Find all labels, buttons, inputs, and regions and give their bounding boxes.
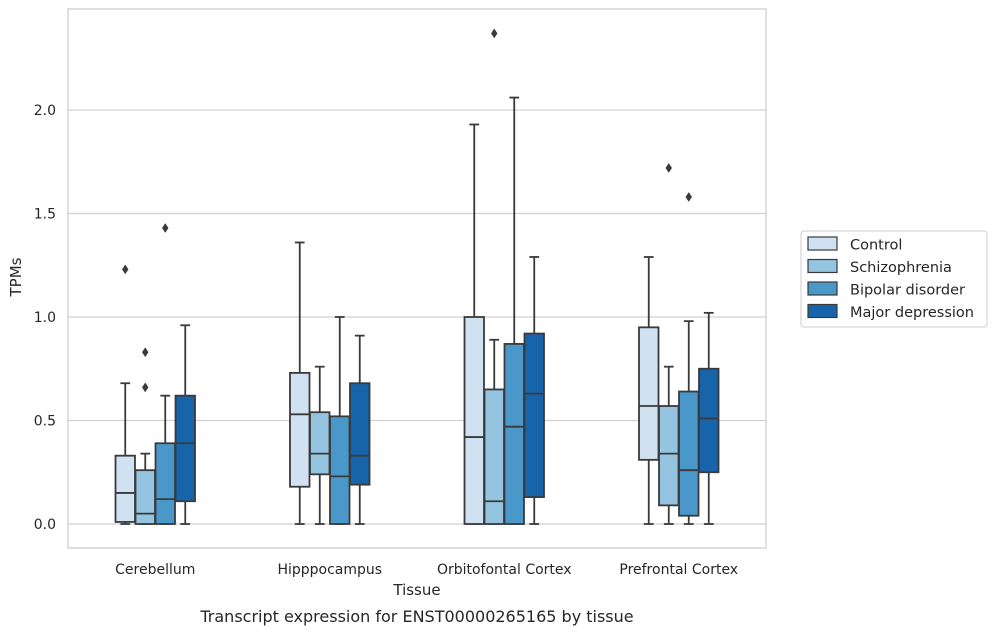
outlier-point bbox=[142, 382, 149, 393]
y-axis-label: TPMs bbox=[7, 257, 25, 297]
y-tick-label: 0.0 bbox=[34, 517, 56, 533]
x-tick-label: Prefrontal Cortex bbox=[619, 562, 738, 578]
x-tick-label: Cerebellum bbox=[115, 562, 195, 578]
box-bipolar-disorder bbox=[154, 223, 176, 525]
plot-frame bbox=[67, 8, 767, 549]
box-body bbox=[483, 388, 505, 525]
x-axis-label: Tissue bbox=[392, 581, 440, 599]
legend: Control Schizophrenia Bipolar disorder Majo… bbox=[800, 230, 988, 328]
legend-frame bbox=[800, 230, 988, 328]
legend-swatch bbox=[807, 281, 838, 296]
box-body bbox=[523, 332, 545, 498]
box-body bbox=[503, 343, 525, 525]
box-control bbox=[638, 256, 660, 525]
box-body bbox=[134, 469, 156, 525]
box-body bbox=[698, 367, 720, 474]
box-bipolar-disorder bbox=[678, 191, 700, 525]
box-body bbox=[678, 390, 700, 517]
box-body bbox=[658, 405, 680, 507]
y-tick-label: 1.5 bbox=[34, 207, 56, 223]
box-body bbox=[289, 371, 311, 488]
box-body bbox=[114, 454, 136, 523]
box-body bbox=[349, 382, 371, 486]
box-control bbox=[289, 241, 311, 525]
legend-label: Bipolar disorder bbox=[850, 283, 965, 299]
box-schizophrenia bbox=[309, 365, 331, 525]
box-body bbox=[154, 442, 176, 525]
x-tick-label: Orbitofontal Cortex bbox=[437, 562, 572, 578]
box-major-depression bbox=[523, 256, 545, 525]
box-series bbox=[114, 28, 720, 525]
box-bipolar-disorder bbox=[503, 96, 525, 525]
box-bipolar-disorder bbox=[329, 316, 351, 525]
box-schizophrenia bbox=[134, 347, 156, 525]
outlier-point bbox=[162, 223, 169, 233]
legend-swatch bbox=[807, 236, 838, 251]
outlier-point bbox=[685, 191, 692, 202]
y-tick-label: 1.0 bbox=[34, 310, 56, 326]
box-major-depression bbox=[349, 334, 371, 525]
legend-swatch bbox=[807, 303, 838, 319]
legend-swatch bbox=[807, 258, 838, 274]
y-axis-ticks: 0.0 0.5 1.0 1.5 2.0 bbox=[34, 103, 56, 533]
chart-caption: Transcript expression for ENST0000026516… bbox=[199, 607, 633, 626]
box-body bbox=[329, 415, 351, 525]
box-body bbox=[174, 394, 196, 503]
box-control bbox=[114, 264, 136, 525]
outlier-point bbox=[491, 28, 498, 39]
legend-label: Control bbox=[850, 238, 902, 254]
x-axis-ticks: Cerebellum Hipppocampus Orbitofontal Corte… bbox=[115, 562, 738, 578]
box-major-depression bbox=[174, 324, 196, 525]
outlier-point bbox=[665, 163, 672, 173]
box-schizophrenia bbox=[483, 28, 505, 525]
box-body bbox=[309, 411, 331, 476]
box-body bbox=[638, 326, 660, 461]
box-body bbox=[463, 316, 485, 525]
box-control bbox=[463, 123, 485, 525]
outlier-point bbox=[122, 264, 129, 275]
legend-label: Schizophrenia bbox=[850, 260, 952, 276]
y-tick-label: 0.5 bbox=[34, 414, 56, 430]
box-schizophrenia bbox=[658, 163, 680, 525]
outlier-point bbox=[142, 347, 149, 358]
x-tick-label: Hipppocampus bbox=[277, 562, 382, 578]
y-tick-label: 2.0 bbox=[34, 103, 56, 119]
box-major-depression bbox=[698, 311, 720, 525]
legend-label: Major depression bbox=[850, 305, 974, 321]
